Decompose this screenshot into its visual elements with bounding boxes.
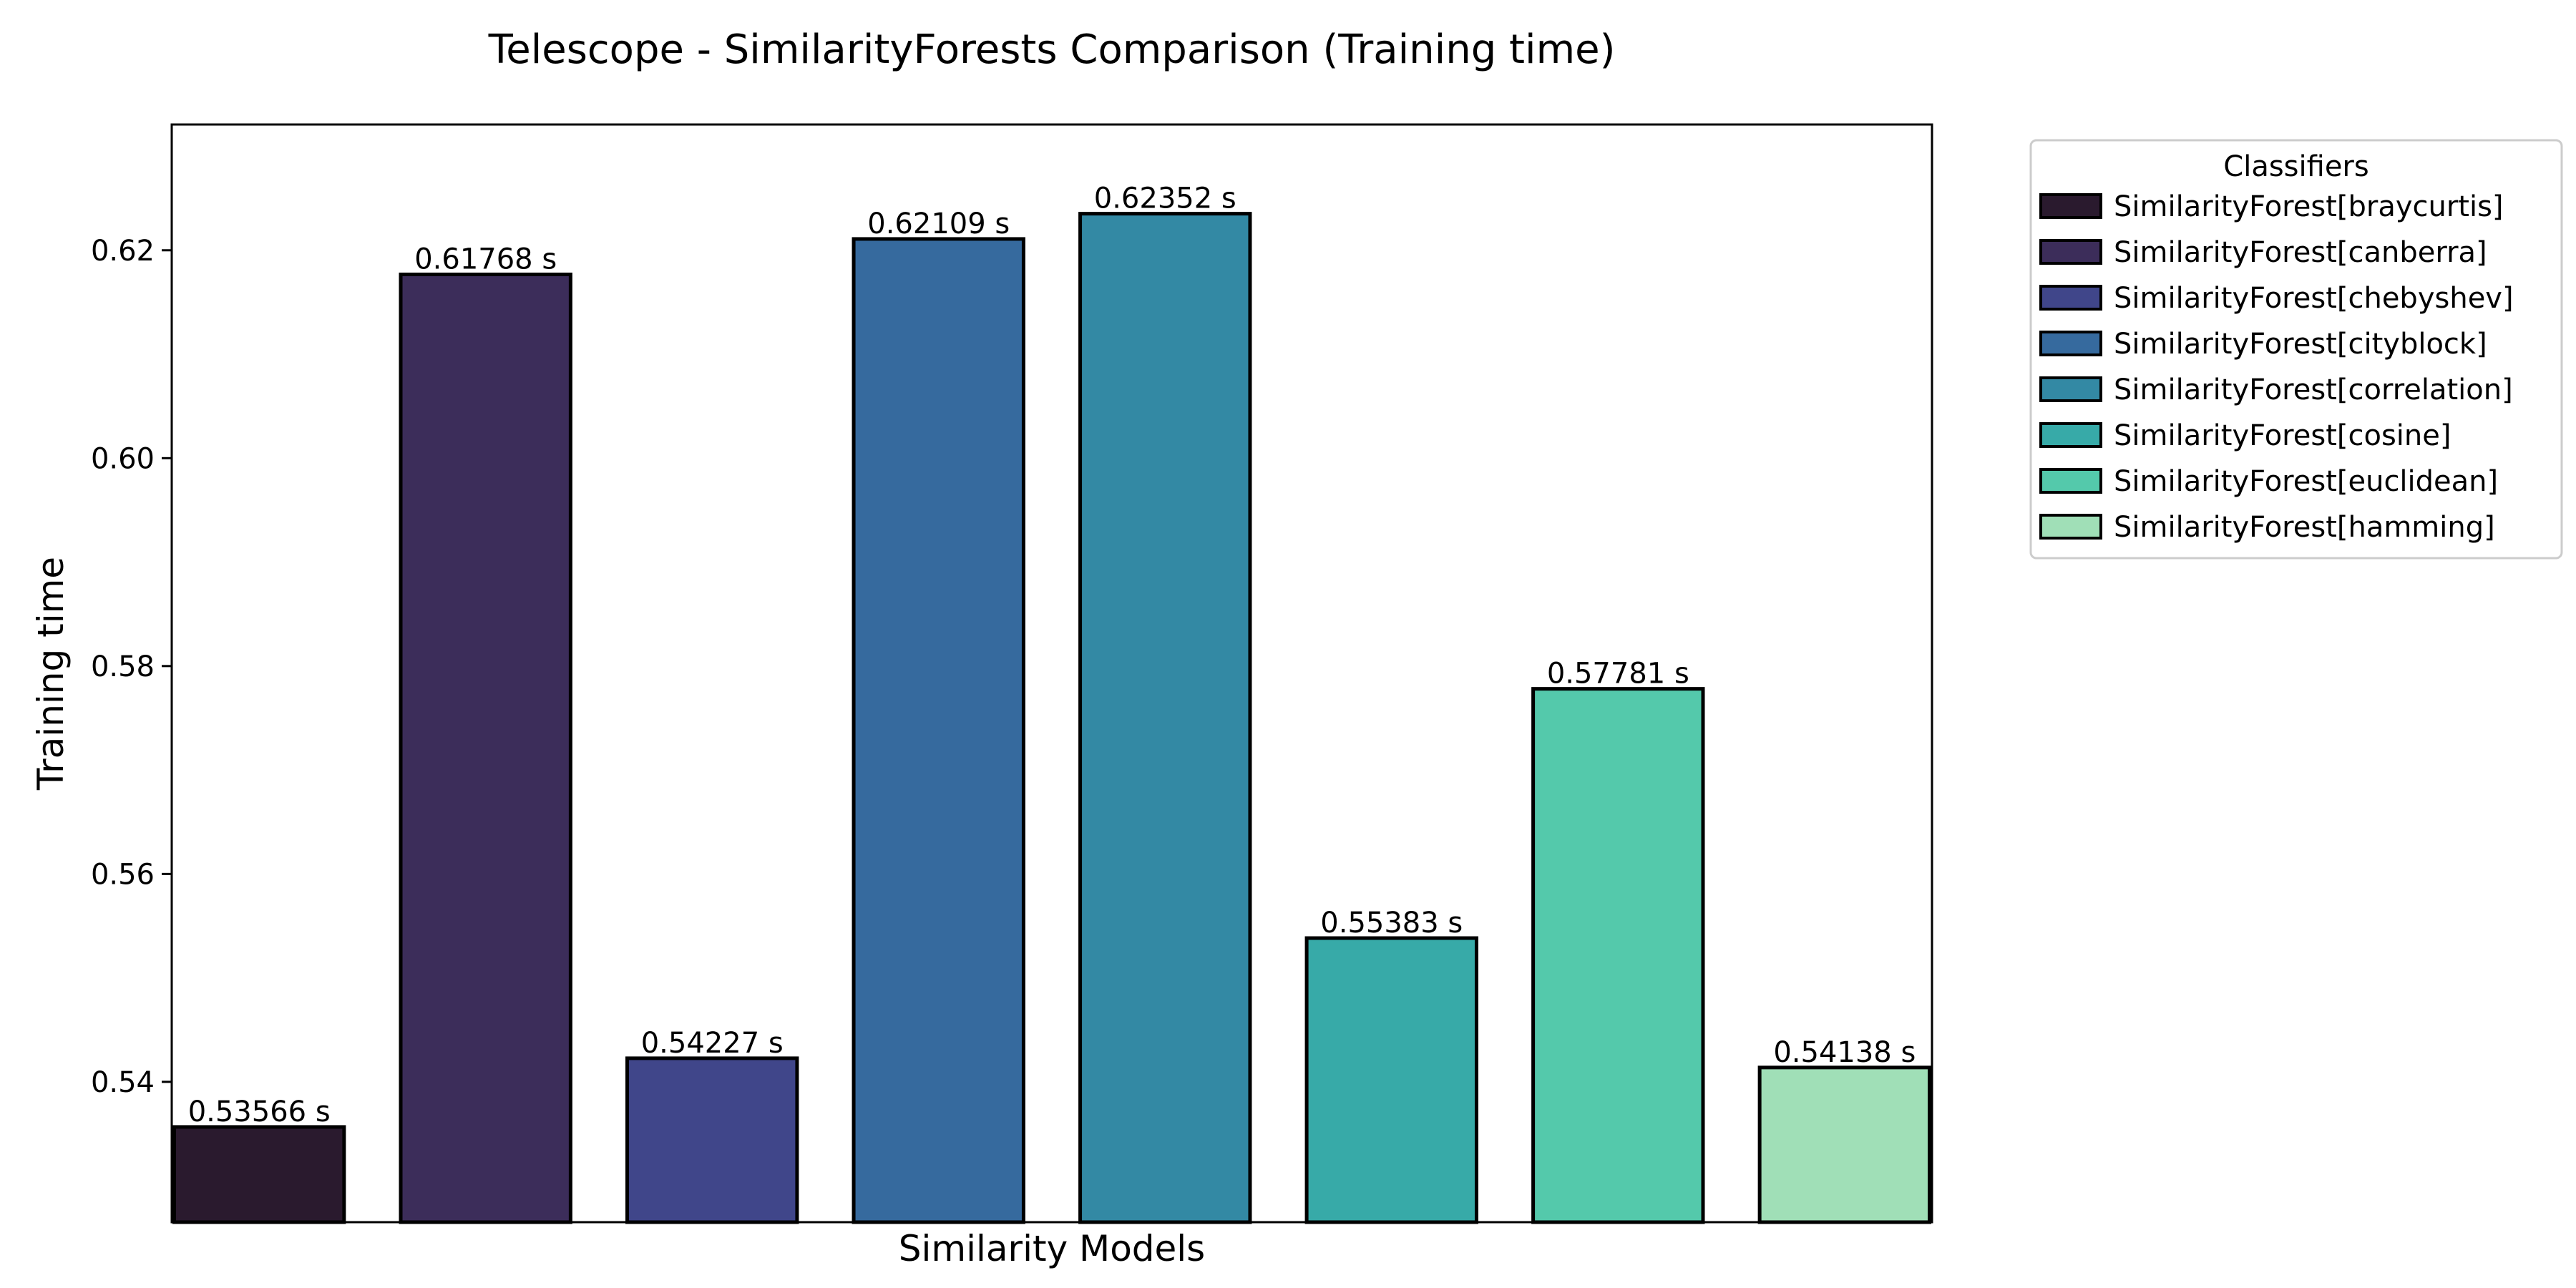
x-axis-label: Similarity Models — [899, 1228, 1205, 1269]
legend-label: SimilarityForest[correlation] — [2114, 374, 2513, 406]
bar — [172, 1125, 346, 1224]
legend-label: SimilarityForest[chebyshev] — [2114, 282, 2514, 315]
bar — [852, 237, 1025, 1224]
bar — [625, 1056, 799, 1224]
legend-swatch — [2039, 239, 2102, 265]
bar-value-label: 0.62109 s — [867, 208, 1010, 240]
bar-labels: 0.53566 s 0.61768 s 0.54227 s 0.62109 s 0.62… — [188, 182, 1916, 1128]
bar — [1078, 212, 1252, 1224]
legend: Classifiers SimilarityForest[braycurtis]… — [2029, 139, 2563, 560]
legend-label: SimilarityForest[canberra] — [2114, 236, 2487, 269]
legend-items: SimilarityForest[braycurtis] SimilarityFo… — [2039, 190, 2514, 544]
bar-value-label: 0.55383 s — [1320, 907, 1463, 940]
bar-value-label: 0.54227 s — [641, 1027, 784, 1060]
bar-value-label: 0.62352 s — [1094, 182, 1236, 215]
legend-label: SimilarityForest[braycurtis] — [2114, 190, 2504, 223]
bar — [1531, 687, 1705, 1224]
legend-swatch — [2039, 376, 2102, 402]
bar — [1304, 936, 1478, 1224]
bar — [1757, 1065, 1932, 1224]
legend-swatch — [2039, 193, 2102, 219]
y-tick-label: 0.60 — [91, 442, 155, 475]
chart-title: Telescope - SimilarityForests Comparison… — [488, 26, 1616, 73]
legend-label: SimilarityForest[cityblock] — [2114, 328, 2487, 361]
legend-swatch — [2039, 468, 2102, 494]
bar — [399, 272, 572, 1224]
y-tick-label: 0.62 — [91, 235, 155, 268]
y-tick-label: 0.54 — [91, 1066, 155, 1099]
bars — [172, 212, 1932, 1224]
legend-label: SimilarityForest[hamming] — [2114, 511, 2495, 544]
y-axis: 0.54 0.56 0.58 0.60 0.62 — [91, 235, 172, 1099]
bar-value-label: 0.53566 s — [188, 1096, 331, 1128]
bar-value-label: 0.54138 s — [1773, 1036, 1916, 1069]
bar-value-label: 0.61768 s — [414, 243, 557, 275]
legend-label: SimilarityForest[cosine] — [2114, 419, 2451, 452]
legend-frame — [2029, 139, 2563, 560]
y-tick-label: 0.56 — [91, 858, 155, 891]
legend-label: SimilarityForest[euclidean] — [2114, 465, 2498, 498]
y-axis-label: Training time — [30, 557, 72, 791]
plot-frame — [170, 123, 1933, 1224]
legend-swatch — [2039, 331, 2102, 356]
y-tick-label: 0.58 — [91, 650, 155, 683]
legend-title: Classifiers — [2223, 150, 2368, 183]
legend-swatch — [2039, 422, 2102, 448]
bar-value-label: 0.57781 s — [1547, 658, 1689, 691]
legend-swatch — [2039, 285, 2102, 311]
legend-swatch — [2039, 514, 2102, 540]
